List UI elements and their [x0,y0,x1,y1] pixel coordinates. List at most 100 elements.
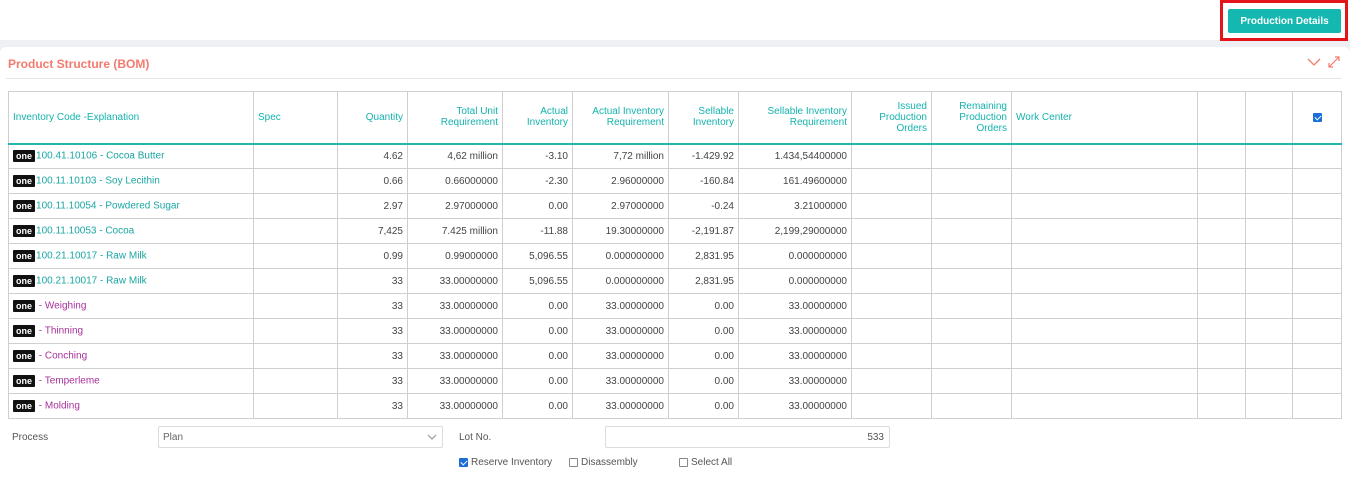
cell-sellable-inventory: -1.429.92 [668,143,739,169]
chevron-down-icon[interactable] [1307,56,1321,68]
cell-remaining-orders [931,268,1012,294]
cell-code[interactable]: one - Temperleme [8,368,254,394]
cell-total-unit: 33.00000000 [407,393,503,419]
table-row[interactable]: one 100.41.10106 - Cocoa Butter 4.62 4,62 m… [8,143,1342,169]
process-select[interactable]: Plan [158,426,443,448]
inventory-code-link[interactable]: 100.11.10103 - Soy Lecithin [36,175,160,187]
production-details-button[interactable]: Production Details [1228,9,1341,33]
col-header-work-center[interactable]: Work Center [1011,91,1198,144]
col-header-remaining-orders[interactable]: Remaining Production Orders [931,91,1012,144]
inventory-code-link[interactable]: 100.11.10054 - Powdered Sugar [36,200,180,212]
checkbox-icon[interactable] [1312,112,1322,122]
table-row[interactable]: one 100.11.10053 - Cocoa 7,425 7.425 millio… [8,218,1342,244]
table-header-row: Inventory Code -Explanation Spec Quantit… [8,91,1342,144]
top-toolbar: Production Details [0,0,1350,41]
table-row[interactable]: one 100.11.10103 - Soy Lecithin 0.66 0.6600… [8,168,1342,194]
cell-total-unit: 33.00000000 [407,268,503,294]
cell-empty [1292,368,1342,394]
cell-code[interactable]: one 100.11.10054 - Powdered Sugar [8,193,254,219]
disassembly-checkbox[interactable] [569,458,578,467]
col-header-actual-inventory-req[interactable]: Actual Inventory Requirement [572,91,669,144]
table-row[interactable]: one - Conching 33 33.00000000 0.00 33.000000… [8,343,1342,369]
cell-work-center [1011,343,1198,369]
cell-work-center [1011,193,1198,219]
col-header-total-unit[interactable]: Total Unit Requirement [407,91,503,144]
cell-empty [1245,343,1293,369]
cell-remaining-orders [931,218,1012,244]
expand-icon[interactable] [1328,56,1340,68]
cell-actual-inventory: 0.00 [502,368,573,394]
cell-code[interactable]: one - Thinning [8,318,254,344]
table-row[interactable]: one 100.21.10017 - Raw Milk 0.99 0.99000000… [8,243,1342,269]
cell-code[interactable]: one 100.21.10017 - Raw Milk [8,268,254,294]
cell-code[interactable]: one 100.41.10106 - Cocoa Butter [8,143,254,169]
cell-issued-orders [851,168,932,194]
inventory-code-link[interactable]: - Temperleme [36,375,100,387]
cell-sellable-inventory-req: 2,199,29000000 [738,218,852,244]
col-header-code[interactable]: Inventory Code -Explanation [8,91,254,144]
one-badge: one [13,350,36,362]
inventory-code-link[interactable]: 100.41.10106 - Cocoa Butter [36,150,165,162]
cell-empty [1245,318,1293,344]
reserve-inventory-checkbox[interactable] [459,458,468,467]
col-header-select-all-checkbox[interactable] [1292,91,1342,144]
inventory-code-link[interactable]: - Weighing [36,300,87,312]
cell-empty [1197,393,1246,419]
cell-total-unit: 33.00000000 [407,343,503,369]
cell-actual-inventory-req: 33.00000000 [572,368,669,394]
cell-spec [253,368,338,394]
cell-code[interactable]: one - Weighing [8,293,254,319]
reserve-inventory-label: Reserve Inventory [471,457,553,468]
inventory-code-link[interactable]: 100.21.10017 - Raw Milk [36,250,147,262]
cell-empty [1245,393,1293,419]
cell-sellable-inventory: -160.84 [668,168,739,194]
cell-actual-inventory: -2.30 [502,168,573,194]
cell-total-unit: 4,62 million [407,143,503,169]
cell-actual-inventory-req: 7,72 million [572,143,669,169]
col-header-quantity[interactable]: Quantity [337,91,408,144]
cell-code[interactable]: one 100.21.10017 - Raw Milk [8,243,254,269]
col-header-issued-orders[interactable]: Issued Production Orders [851,91,932,144]
cell-empty [1292,343,1342,369]
col-header-spec[interactable]: Spec [253,91,338,144]
lot-no-input[interactable]: 533 [605,426,890,448]
cell-actual-inventory-req: 33.00000000 [572,393,669,419]
inventory-code-link[interactable]: 100.21.10017 - Raw Milk [36,275,147,287]
inventory-code-link[interactable]: - Molding [36,400,80,412]
table-row[interactable]: one - Molding 33 33.00000000 0.00 33.0000000… [8,393,1342,419]
cell-empty [1245,368,1293,394]
cell-work-center [1011,268,1198,294]
cell-spec [253,343,338,369]
table-row[interactable]: one - Thinning 33 33.00000000 0.00 33.000000… [8,318,1342,344]
cell-work-center [1011,143,1198,169]
col-header-empty-2 [1245,91,1293,144]
table-row[interactable]: one 100.11.10054 - Powdered Sugar 2.97 2.97… [8,193,1342,219]
cell-code[interactable]: one - Molding [8,393,254,419]
select-all-option[interactable]: Select All [679,457,732,468]
table-row[interactable]: one 100.21.10017 - Raw Milk 33 33.00000000 5… [8,268,1342,294]
cell-empty [1197,343,1246,369]
table-row[interactable]: one - Temperleme 33 33.00000000 0.00 33.0000… [8,368,1342,394]
inventory-code-link[interactable]: 100.11.10053 - Cocoa [36,225,135,237]
disassembly-option[interactable]: Disassembly [569,457,638,468]
cell-empty [1292,143,1342,169]
cell-code[interactable]: one 100.11.10103 - Soy Lecithin [8,168,254,194]
cell-spec [253,318,338,344]
production-details-highlight: Production Details [1220,0,1348,41]
cell-quantity: 0.99 [337,243,408,269]
inventory-code-link[interactable]: - Thinning [36,325,84,337]
inventory-code-link[interactable]: - Conching [36,350,88,362]
cell-sellable-inventory: 0.00 [668,293,739,319]
table-row[interactable]: one - Weighing 33 33.00000000 0.00 33.000000… [8,293,1342,319]
col-header-actual-inventory[interactable]: Actual Inventory [502,91,573,144]
cell-total-unit: 2.97000000 [407,193,503,219]
cell-issued-orders [851,318,932,344]
cell-empty [1197,168,1246,194]
reserve-inventory-option[interactable]: Reserve Inventory [459,457,552,468]
cell-code[interactable]: one - Conching [8,343,254,369]
select-all-checkbox[interactable] [679,458,688,467]
col-header-sellable-inventory[interactable]: Sellable Inventory [668,91,739,144]
cell-code[interactable]: one 100.11.10053 - Cocoa [8,218,254,244]
col-header-sellable-inventory-req[interactable]: Sellable Inventory Requirement [738,91,852,144]
cell-empty [1245,243,1293,269]
